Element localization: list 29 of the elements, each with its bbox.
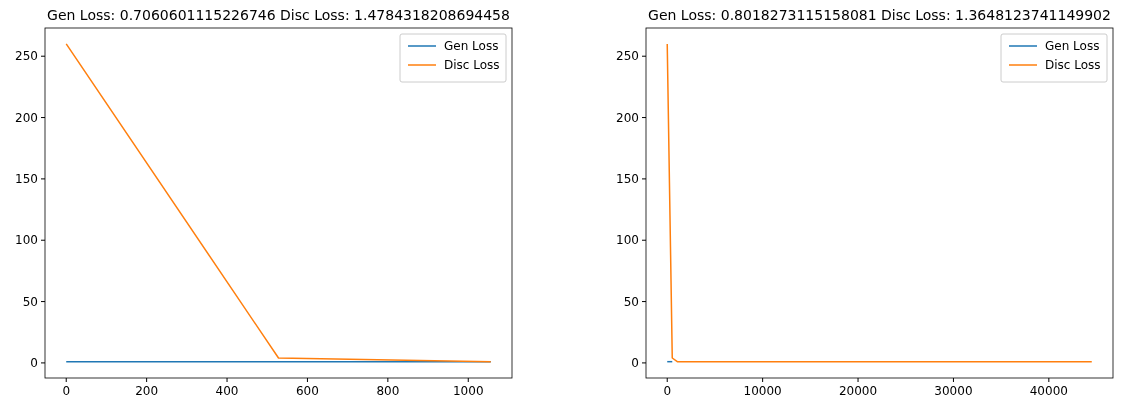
y-tick-label: 150 bbox=[616, 171, 639, 186]
y-tick-label: 150 bbox=[15, 171, 38, 186]
y-tick-label: 50 bbox=[22, 294, 38, 309]
y-tick-label: 200 bbox=[616, 110, 639, 125]
legend-label: Gen Loss bbox=[444, 39, 499, 53]
x-tick-label: 200 bbox=[135, 384, 159, 398]
x-tick-label: 20000 bbox=[838, 384, 878, 398]
y-tick-label: 0 bbox=[631, 355, 639, 370]
legend-label: Disc Loss bbox=[1045, 58, 1101, 72]
x-tick-label: 0 bbox=[62, 384, 71, 398]
y-tick-label: 0 bbox=[30, 355, 38, 370]
x-tick-label: 600 bbox=[295, 384, 319, 398]
legend-label: Gen Loss bbox=[1045, 39, 1100, 53]
x-tick-label: 40000 bbox=[1029, 384, 1068, 398]
y-tick-label: 200 bbox=[15, 110, 38, 125]
x-tick-label: 1000 bbox=[452, 384, 484, 398]
x-tick-label: 0 bbox=[663, 384, 672, 398]
y-tick-label: 100 bbox=[15, 233, 38, 248]
y-tick-label: 250 bbox=[616, 49, 639, 64]
legend-label: Disc Loss bbox=[444, 58, 500, 72]
y-tick-label: 50 bbox=[623, 294, 639, 309]
chart-title: Gen Loss: 0.8018273115158081 Disc Loss: 1.3648123741149902 bbox=[648, 7, 1111, 23]
y-tick-label: 100 bbox=[616, 233, 639, 248]
x-tick-label: 800 bbox=[376, 384, 400, 398]
chart-title: Gen Loss: 0.7060601115226746 Disc Loss: 1.4784318208694458 bbox=[47, 7, 510, 23]
x-tick-label: 10000 bbox=[743, 384, 782, 398]
y-tick-label: 250 bbox=[15, 49, 38, 64]
x-tick-label: 400 bbox=[215, 384, 239, 398]
x-tick-label: 30000 bbox=[934, 384, 973, 398]
